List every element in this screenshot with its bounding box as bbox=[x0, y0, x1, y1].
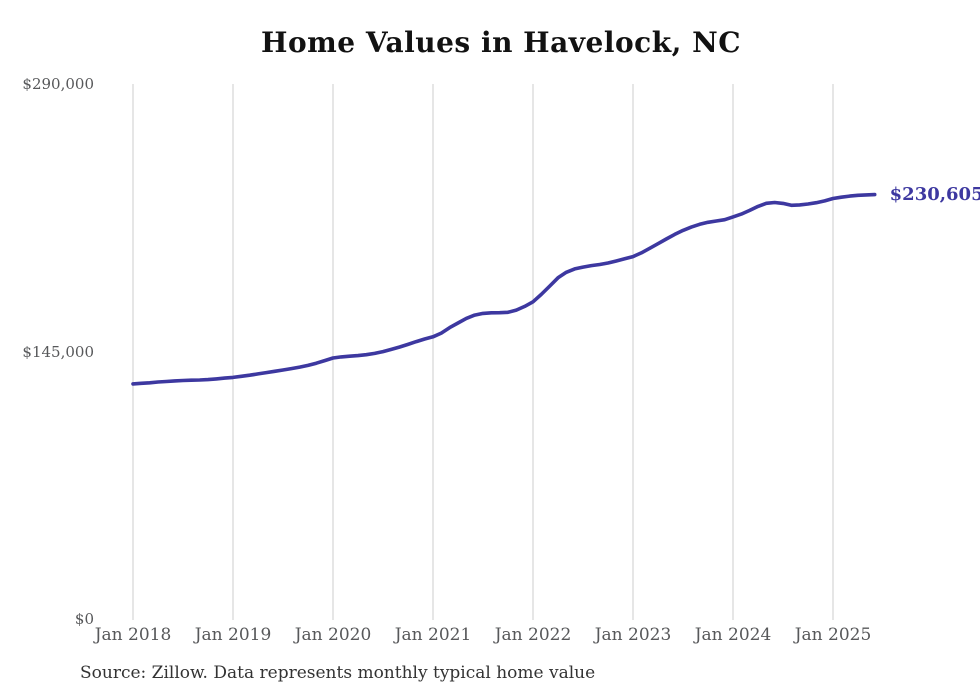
y-tick-label: $290,000 bbox=[22, 75, 94, 93]
source-note: Source: Zillow. Data represents monthly … bbox=[80, 663, 596, 683]
home-value-line bbox=[131, 192, 877, 386]
x-tick-label: Jan 2020 bbox=[294, 625, 372, 645]
latest-value-label: $230,605 bbox=[889, 183, 980, 205]
x-tick-label: Jan 2021 bbox=[394, 625, 472, 645]
x-tick-label: Jan 2024 bbox=[694, 625, 772, 645]
x-tick-label: Jan 2025 bbox=[794, 625, 872, 645]
y-tick-label: $0 bbox=[74, 610, 94, 628]
y-tick-label: $145,000 bbox=[22, 342, 94, 361]
x-tick-label: Jan 2019 bbox=[194, 625, 272, 645]
x-tick-label: Jan 2022 bbox=[494, 625, 572, 645]
x-tick-label: Jan 2018 bbox=[94, 625, 172, 645]
chart-title: Home Values in Havelock, NC bbox=[261, 26, 741, 59]
x-tick-label: Jan 2023 bbox=[594, 625, 672, 645]
